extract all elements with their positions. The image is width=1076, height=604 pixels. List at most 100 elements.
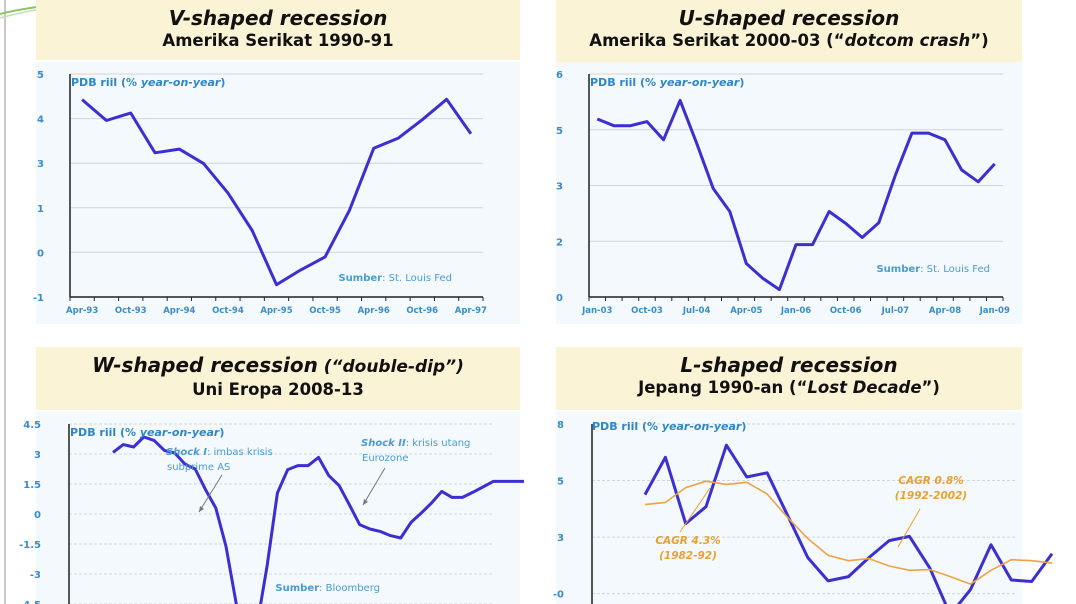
y-tick-label: 6 bbox=[556, 70, 563, 81]
y-axis-title-part: year-on-year bbox=[660, 76, 740, 89]
y-axis-title-part: PDB riil (% bbox=[590, 76, 660, 89]
chart-panel-w bbox=[36, 412, 520, 604]
source-note-part: Sumber bbox=[876, 264, 920, 275]
cagr-trend-line bbox=[644, 480, 1053, 585]
gdp-line bbox=[81, 97, 473, 287]
gdp-line bbox=[643, 443, 1054, 604]
arrow-cagr-1 bbox=[679, 487, 711, 533]
x-tick-label: Jan-09 bbox=[979, 306, 1010, 316]
y-tick-label: 5 bbox=[556, 126, 563, 137]
y-tick-label: 8 bbox=[557, 420, 564, 431]
y-tick-label: 2 bbox=[556, 237, 563, 248]
annotation-shock-1-line2-part: subprime AS bbox=[167, 462, 230, 473]
y-axis-title-part: year-on-year bbox=[141, 76, 221, 89]
panel-title-l: L-shaped recession Jepang 1990-an (“Lost… bbox=[556, 347, 1022, 410]
y-tick-label: -1.5 bbox=[19, 540, 41, 551]
annotation-shock-1: Shock I: imbas krisis bbox=[166, 447, 273, 458]
y-axis-title: PDB riil (% year-on-year) bbox=[70, 426, 224, 439]
arrow-shock-2 bbox=[362, 467, 386, 506]
x-tick-label: Apr-96 bbox=[358, 306, 390, 316]
annotation-shock-2: Shock II: krisis utang bbox=[361, 438, 470, 449]
x-tick-label: Apr-05 bbox=[730, 306, 762, 316]
annotation-cagr-1-line2: (1982-92) bbox=[659, 550, 717, 562]
source-note-part: Sumber bbox=[275, 583, 319, 594]
y-tick-label: 4.5 bbox=[23, 420, 41, 431]
y-tick-label: 3 bbox=[557, 533, 564, 544]
annotation-shock-1-line2: subprime AS bbox=[167, 462, 230, 473]
source-note-part: : St. Louis Fed bbox=[382, 273, 452, 284]
x-tick-label: Oct-93 bbox=[115, 306, 147, 316]
annotation-cagr-1-part: CAGR 4.3% bbox=[655, 535, 720, 547]
x-tick-label: Oct-94 bbox=[212, 306, 244, 316]
annotation-shock-2-line2: Eurozone bbox=[362, 453, 409, 464]
x-tick-label: Oct-03 bbox=[631, 306, 663, 316]
y-tick-label: 4 bbox=[37, 115, 44, 126]
chart-panel-u bbox=[556, 62, 1022, 324]
annotation-shock-2-part: : krisis utang bbox=[406, 438, 471, 449]
x-tick-label: Apr-08 bbox=[929, 306, 961, 316]
y-axis-title-part: ) bbox=[219, 426, 224, 439]
title-w: W-shaped recession (“double-dip”) bbox=[92, 353, 464, 377]
y-axis-title-part: PDB riil (% bbox=[71, 76, 141, 89]
arrow-cagr-2 bbox=[897, 508, 921, 548]
annotation-cagr-1: CAGR 4.3% bbox=[655, 535, 720, 547]
x-tick-label: Apr-93 bbox=[66, 306, 98, 316]
x-tick-label: Oct-95 bbox=[309, 306, 341, 316]
annotation-cagr-1-line2-part: (1982-92) bbox=[659, 550, 717, 562]
x-tick-label: Jul-04 bbox=[682, 306, 711, 316]
y-tick-label: 3 bbox=[556, 182, 563, 193]
source-note: Sumber: St. Louis Fed bbox=[876, 264, 990, 275]
y-tick-label: 0 bbox=[556, 293, 563, 304]
y-tick-label: -3 bbox=[30, 570, 41, 581]
chart-2: -4.5 -3 -1.5 0 1.5 3 4.5 PDB riil (% year-on-ye… bbox=[19, 420, 525, 604]
x-tick-label: Oct-96 bbox=[406, 306, 438, 316]
y-tick-label: 0 bbox=[37, 248, 44, 259]
y-axis-title-part: PDB riil (% bbox=[592, 420, 662, 433]
y-tick-label: -0 bbox=[553, 590, 564, 601]
y-tick-label: 1 bbox=[37, 204, 44, 215]
panel-title-w: W-shaped recession (“double-dip”) Uni Er… bbox=[36, 347, 520, 410]
chart-0: -1 0 1 3 4 5 Apr-93 Oct-93 Apr-94 Oct-94 Apr-95 Oct… bbox=[33, 70, 487, 316]
title-u: U-shaped recession bbox=[678, 6, 900, 30]
y-tick-label: -4.5 bbox=[19, 600, 41, 604]
source-note: Sumber: St. Louis Fed bbox=[338, 273, 452, 284]
y-axis-title: PDB riil (% year-on-year) bbox=[71, 76, 225, 89]
y-tick-label: 5 bbox=[37, 70, 44, 81]
source-note-part: : Bloomberg bbox=[319, 583, 380, 594]
title-l: L-shaped recession bbox=[680, 353, 898, 377]
panel-title-v: V-shaped recession Amerika Serikat 1990-… bbox=[36, 0, 520, 60]
y-axis-title-part: year-on-year bbox=[662, 420, 742, 433]
annotation-shock-2-part: Shock II bbox=[361, 438, 406, 449]
x-tick-label: Apr-95 bbox=[260, 306, 292, 316]
gdp-line bbox=[596, 98, 996, 292]
y-axis-title-part: year-on-year bbox=[140, 426, 220, 439]
subtitle-l: Jepang 1990-an (“Lost Decade”) bbox=[638, 378, 940, 397]
source-note-part: : St. Louis Fed bbox=[920, 264, 990, 275]
x-tick-label: Oct-06 bbox=[830, 306, 862, 316]
y-axis-title: PDB riil (% year-on-year) bbox=[592, 420, 746, 433]
chart-panel-l bbox=[556, 412, 1022, 604]
arrowhead bbox=[199, 506, 204, 512]
x-tick-label: Apr-94 bbox=[163, 306, 195, 316]
y-axis-title-part: ) bbox=[739, 76, 744, 89]
chart-1: 0 2 3 5 6 Jan-03 Oct-03 Jul-04 Apr-05 Jan-06 Oct-0… bbox=[556, 70, 1010, 316]
title-v: V-shaped recession bbox=[168, 6, 388, 30]
y-tick-label: -1 bbox=[33, 293, 44, 304]
x-tick-label: Jan-03 bbox=[581, 306, 612, 316]
y-tick-label: 5 bbox=[557, 477, 564, 488]
annotation-cagr-2-part: CAGR 0.8% bbox=[898, 475, 963, 487]
annotation-cagr-2: CAGR 0.8% bbox=[898, 475, 963, 487]
y-axis-title: PDB riil (% year-on-year) bbox=[590, 76, 744, 89]
annotation-shock-2-line2-part: Eurozone bbox=[362, 453, 409, 464]
subtitle-u: Amerika Serikat 2000-03 (“dotcom crash”) bbox=[589, 31, 989, 50]
slide-edge bbox=[4, 0, 6, 604]
arrow-shock-1 bbox=[198, 474, 223, 513]
annotation-shock-1-part: Shock I bbox=[166, 447, 207, 458]
x-tick-label: Jan-06 bbox=[780, 306, 811, 316]
y-axis-title-part: ) bbox=[220, 76, 225, 89]
y-tick-label: 0 bbox=[34, 510, 41, 521]
x-tick-label: Jul-07 bbox=[881, 306, 910, 316]
y-tick-label: 1.5 bbox=[23, 480, 41, 491]
arrowhead bbox=[363, 499, 368, 505]
